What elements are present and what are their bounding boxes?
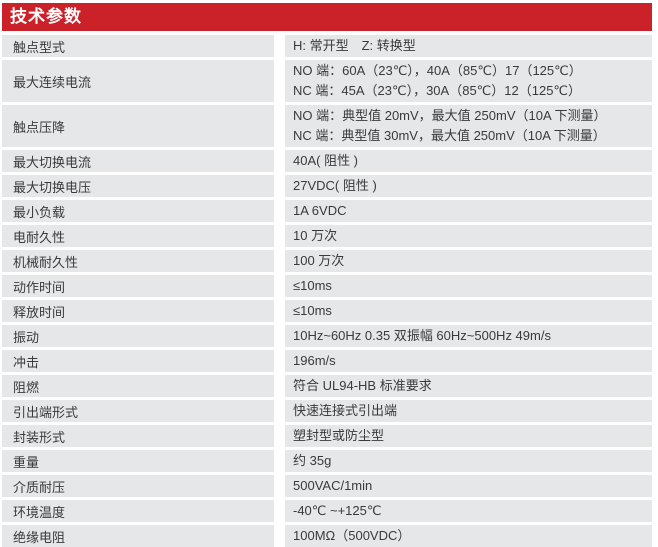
table-row: 最大连续电流 NO 端：60A（23℃），40A（85℃）17（125℃） NC … <box>2 60 652 102</box>
row-value: 10Hz~60Hz 0.35 双振幅 60Hz~500Hz 49m/s <box>285 325 652 347</box>
spec-table-rows: 触点型式 H: 常开型 Z: 转换型 最大连续电流 NO 端：60A（23℃），… <box>2 35 652 547</box>
value-line: 100MΩ（500VDC） <box>293 528 411 543</box>
row-label: 动作时间 <box>2 275 274 297</box>
value-line: 10Hz~60Hz 0.35 双振幅 60Hz~500Hz 49m/s <box>293 328 551 343</box>
table-row: 最小负载 1A 6VDC <box>2 200 652 222</box>
row-label: 冲击 <box>2 350 274 372</box>
value-line: 500VAC/1min <box>293 478 373 493</box>
row-label: 最小负载 <box>2 200 274 222</box>
table-row: 最大切换电流 40A( 阻性 ) <box>2 150 652 172</box>
table-row: 封装形式 塑封型或防尘型 <box>2 425 652 447</box>
row-label: 触点压降 <box>2 105 274 147</box>
row-value: ≤10ms <box>285 300 652 322</box>
row-value: NO 端：60A（23℃），40A（85℃）17（125℃） NC 端：45A（2… <box>285 60 652 102</box>
table-row: 释放时间 ≤10ms <box>2 300 652 322</box>
row-value: 27VDC( 阻性 ) <box>285 175 652 197</box>
value-line: 符合 UL94-HB 标准要求 <box>293 378 432 393</box>
table-row: 重量 约 35g <box>2 450 652 472</box>
value-line: 1A 6VDC <box>293 203 347 218</box>
row-label: 最大切换电流 <box>2 150 274 172</box>
table-row: 动作时间 ≤10ms <box>2 275 652 297</box>
row-label: 机械耐久性 <box>2 250 274 272</box>
row-value: 约 35g <box>285 450 652 472</box>
row-label: 介质耐压 <box>2 475 274 497</box>
table-row: 介质耐压 500VAC/1min <box>2 475 652 497</box>
value-line: 约 35g <box>293 453 332 468</box>
row-label: 最大连续电流 <box>2 60 274 102</box>
row-value: 196m/s <box>285 350 652 372</box>
value-line: ≤10ms <box>293 303 332 318</box>
row-label: 重量 <box>2 450 274 472</box>
table-row: 电耐久性 10 万次 <box>2 225 652 247</box>
value-line: NO 端：典型值 20mV，最大值 250mV（10A 下测量） <box>293 108 607 123</box>
section-title-bar: 技术参数 <box>2 3 652 31</box>
value-line: 40A( 阻性 ) <box>293 153 359 168</box>
table-row: 最大切换电压 27VDC( 阻性 ) <box>2 175 652 197</box>
table-row: 环境温度 -40℃ ~+125℃ <box>2 500 652 522</box>
row-value: 100 万次 <box>285 250 652 272</box>
value-line: 10 万次 <box>293 228 338 243</box>
table-row: 触点压降 NO 端：典型值 20mV，最大值 250mV（10A 下测量） NC … <box>2 105 652 147</box>
value-line: NC 端：45A（23℃），30A（85℃）12（125℃） <box>293 83 582 98</box>
value-line: -40℃ ~+125℃ <box>293 503 382 518</box>
value-line: H: 常开型 Z: 转换型 <box>293 38 416 53</box>
row-label: 电耐久性 <box>2 225 274 247</box>
row-value: 500VAC/1min <box>285 475 652 497</box>
value-line: 100 万次 <box>293 253 345 268</box>
row-label: 绝缘电阻 <box>2 525 274 547</box>
row-label: 触点型式 <box>2 35 274 57</box>
table-row: 绝缘电阻 100MΩ（500VDC） <box>2 525 652 547</box>
value-line: 196m/s <box>293 353 336 368</box>
row-value: 塑封型或防尘型 <box>285 425 652 447</box>
row-value: NO 端：典型值 20mV，最大值 250mV（10A 下测量） NC 端：典型值… <box>285 105 652 147</box>
row-label: 释放时间 <box>2 300 274 322</box>
row-value: -40℃ ~+125℃ <box>285 500 652 522</box>
row-value: 快速连接式引出端 <box>285 400 652 422</box>
table-row: 阻燃 符合 UL94-HB 标准要求 <box>2 375 652 397</box>
row-value: H: 常开型 Z: 转换型 <box>285 35 652 57</box>
row-value: 10 万次 <box>285 225 652 247</box>
row-value: 符合 UL94-HB 标准要求 <box>285 375 652 397</box>
value-line: NC 端：典型值 30mV，最大值 250mV（10A 下测量） <box>293 128 606 143</box>
technical-parameters-table: 技术参数 触点型式 H: 常开型 Z: 转换型 最大连续电流 NO 端：60A（… <box>2 3 652 547</box>
row-value: 40A( 阻性 ) <box>285 150 652 172</box>
row-label: 最大切换电压 <box>2 175 274 197</box>
table-row: 机械耐久性 100 万次 <box>2 250 652 272</box>
table-row: 触点型式 H: 常开型 Z: 转换型 <box>2 35 652 57</box>
table-row: 振动 10Hz~60Hz 0.35 双振幅 60Hz~500Hz 49m/s <box>2 325 652 347</box>
row-value: 100MΩ（500VDC） <box>285 525 652 547</box>
row-label: 引出端形式 <box>2 400 274 422</box>
value-line: NO 端：60A（23℃），40A（85℃）17（125℃） <box>293 63 582 78</box>
row-label: 阻燃 <box>2 375 274 397</box>
value-line: 快速连接式引出端 <box>293 403 398 418</box>
value-line: 塑封型或防尘型 <box>293 428 385 443</box>
row-label: 封装形式 <box>2 425 274 447</box>
row-label: 振动 <box>2 325 274 347</box>
table-row: 冲击 196m/s <box>2 350 652 372</box>
row-value: ≤10ms <box>285 275 652 297</box>
row-label: 环境温度 <box>2 500 274 522</box>
table-row: 引出端形式 快速连接式引出端 <box>2 400 652 422</box>
value-line: 27VDC( 阻性 ) <box>293 178 377 193</box>
row-value: 1A 6VDC <box>285 200 652 222</box>
value-line: ≤10ms <box>293 278 332 293</box>
